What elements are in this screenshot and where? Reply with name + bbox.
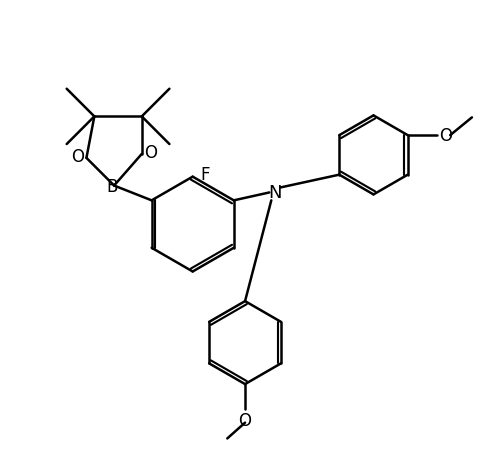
Text: O: O — [238, 411, 252, 429]
Text: O: O — [71, 148, 84, 166]
Text: O: O — [144, 144, 157, 162]
Text: B: B — [106, 177, 118, 195]
Text: N: N — [268, 184, 282, 202]
Text: F: F — [201, 165, 210, 183]
Text: O: O — [440, 127, 452, 145]
